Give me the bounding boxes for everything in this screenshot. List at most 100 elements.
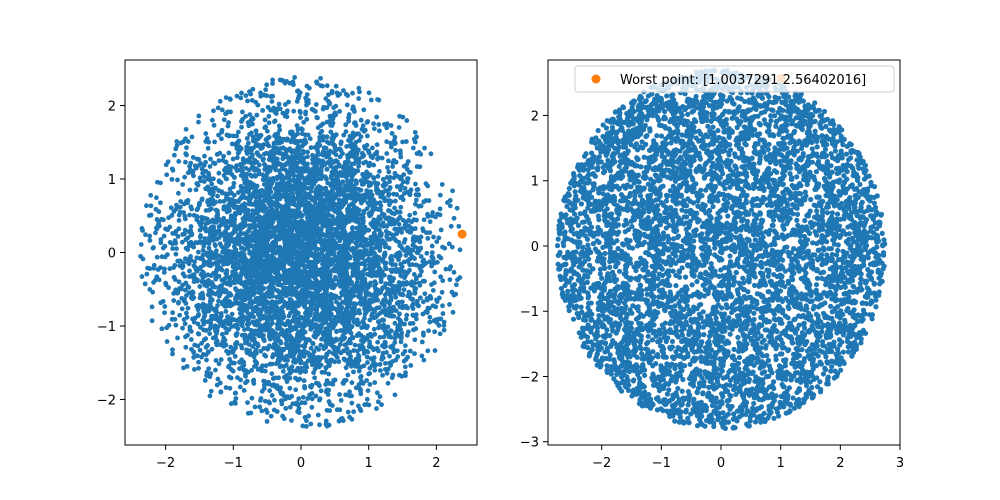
scatter-point — [407, 267, 412, 273]
scatter-point — [283, 396, 288, 402]
scatter-point — [274, 321, 280, 327]
scatter-point — [181, 139, 186, 145]
scatter-point — [384, 223, 390, 228]
scatter-point — [180, 232, 186, 237]
scatter-point — [377, 248, 383, 253]
scatter-point — [250, 218, 256, 224]
scatter-point — [209, 117, 215, 123]
scatter-point — [240, 157, 246, 163]
scatter-point — [371, 346, 376, 352]
scatter-point — [197, 284, 203, 289]
scatter-point — [308, 309, 314, 314]
scatter-point — [177, 204, 183, 210]
scatter-point — [313, 102, 319, 107]
scatter-point — [357, 89, 362, 95]
scatter-point — [356, 368, 362, 374]
scatter-point — [349, 380, 355, 386]
scatter-point — [427, 319, 433, 325]
scatter-point — [401, 269, 407, 275]
scatter-point — [217, 199, 223, 204]
scatter-point — [236, 138, 242, 144]
scatter-point — [173, 240, 179, 246]
scatter-point — [209, 181, 215, 187]
scatter-point — [238, 245, 244, 251]
scatter-point — [328, 129, 334, 135]
scatter-point — [375, 339, 381, 345]
scatter-point — [349, 286, 355, 292]
scatter-point — [436, 253, 442, 259]
scatter-point — [156, 277, 162, 283]
scatter-point — [253, 128, 259, 134]
scatter-point — [253, 245, 258, 251]
scatter-point — [431, 234, 436, 240]
scatter-point — [385, 324, 391, 330]
scatter-point — [356, 382, 362, 387]
scatter-point — [436, 323, 442, 328]
scatter-point — [367, 341, 373, 347]
scatter-point — [447, 203, 453, 209]
scatter-point — [158, 180, 163, 186]
scatter-point — [275, 288, 280, 294]
scatter-point — [329, 187, 335, 193]
scatter-point — [217, 98, 223, 104]
scatter-point — [320, 121, 326, 127]
scatter-point — [182, 174, 188, 180]
scatter-point — [245, 400, 250, 405]
scatter-point — [307, 136, 313, 142]
scatter-point — [217, 265, 223, 270]
scatter-point — [282, 322, 288, 328]
scatter-point — [419, 339, 425, 345]
scatter-point — [208, 371, 214, 376]
scatter-point — [359, 239, 364, 245]
scatter-point — [430, 210, 436, 215]
scatter-point — [230, 349, 236, 355]
scatter-point — [181, 298, 187, 304]
scatter-point — [175, 258, 181, 264]
scatter-point — [195, 249, 201, 255]
scatter-point — [169, 213, 175, 218]
scatter-point — [290, 401, 296, 407]
scatter-point — [432, 348, 438, 353]
scatter-point — [266, 285, 272, 291]
scatter-point — [228, 292, 234, 298]
scatter-point — [206, 187, 212, 193]
scatter-point — [296, 329, 301, 335]
scatter-point — [269, 393, 275, 398]
scatter-point — [274, 198, 280, 204]
scatter-point — [182, 213, 188, 219]
scatter-point — [367, 172, 373, 178]
scatter-point — [297, 376, 303, 382]
scatter-point — [362, 266, 368, 272]
scatter-point — [420, 299, 426, 305]
scatter-point — [386, 158, 391, 164]
scatter-point — [177, 263, 183, 269]
scatter-point — [216, 132, 222, 138]
scatter-point — [355, 348, 360, 354]
scatter-point — [391, 175, 397, 181]
scatter-point — [176, 190, 181, 196]
scatter-point — [340, 200, 346, 206]
scatter-point — [228, 164, 234, 170]
scatter-point — [289, 306, 295, 312]
scatter-point — [242, 340, 248, 346]
scatter-point — [276, 101, 282, 107]
scatter-point — [216, 224, 222, 230]
scatter-point — [259, 287, 264, 293]
scatter-point — [181, 317, 187, 322]
scatter-point — [320, 162, 326, 168]
scatter-point — [400, 217, 406, 223]
scatter-point — [255, 142, 261, 148]
scatter-point — [301, 139, 307, 145]
scatter-point — [370, 206, 376, 212]
scatter-point — [213, 358, 219, 363]
scatter-point — [224, 330, 229, 336]
scatter-point — [361, 339, 366, 344]
scatter-point — [373, 362, 379, 367]
scatter-point — [238, 161, 243, 167]
scatter-point — [440, 244, 445, 250]
scatter-point — [324, 326, 330, 332]
scatter-point — [290, 165, 295, 171]
scatter-point — [361, 128, 367, 134]
scatter-point — [333, 184, 339, 190]
scatter-point — [313, 287, 319, 293]
